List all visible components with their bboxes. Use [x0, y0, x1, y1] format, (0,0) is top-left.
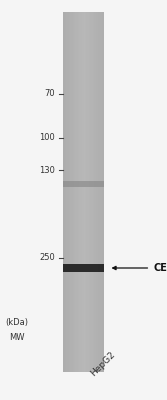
Bar [73, 264, 75, 272]
Text: 70: 70 [44, 90, 55, 98]
Bar [81, 12, 82, 372]
Text: 130: 130 [39, 166, 55, 174]
Bar [74, 12, 75, 372]
Bar [92, 12, 93, 372]
Bar [63, 12, 65, 372]
Bar [100, 264, 102, 272]
Bar [70, 12, 71, 372]
Bar [75, 12, 77, 372]
Bar [67, 264, 69, 272]
Text: HepG2: HepG2 [89, 350, 117, 378]
Bar [96, 264, 98, 272]
Bar [84, 12, 85, 372]
Text: (kDa): (kDa) [5, 318, 28, 326]
Bar [79, 12, 81, 372]
Bar [69, 264, 71, 272]
Bar [98, 264, 100, 272]
Bar [89, 12, 90, 372]
Bar [90, 12, 92, 372]
Bar [102, 264, 104, 272]
Bar [100, 12, 101, 372]
Bar [79, 264, 81, 272]
Text: MW: MW [9, 334, 24, 342]
Bar [77, 12, 78, 372]
Bar [92, 264, 94, 272]
Bar [63, 181, 104, 187]
Bar [88, 264, 90, 272]
Text: 250: 250 [39, 254, 55, 262]
Bar [67, 12, 69, 372]
Text: 100: 100 [39, 134, 55, 142]
Bar [69, 12, 70, 372]
Bar [97, 12, 98, 372]
Bar [65, 12, 66, 372]
Bar [71, 12, 73, 372]
Bar [82, 12, 84, 372]
Bar [81, 264, 84, 272]
Bar [63, 264, 65, 272]
Bar [94, 264, 96, 272]
Bar [71, 264, 73, 272]
Bar [86, 264, 88, 272]
Bar [98, 12, 100, 372]
Bar [78, 12, 79, 372]
Bar [90, 264, 92, 272]
Bar [85, 12, 86, 372]
Bar [86, 12, 88, 372]
Bar [84, 264, 86, 272]
Bar [101, 12, 102, 372]
Bar [66, 12, 67, 372]
Bar [65, 264, 67, 272]
Bar [88, 12, 89, 372]
Bar [93, 12, 94, 372]
Bar [96, 12, 97, 372]
Bar [102, 12, 104, 372]
Bar [75, 264, 77, 272]
Bar [77, 264, 79, 272]
Bar [94, 12, 96, 372]
Text: CEP192: CEP192 [154, 263, 167, 273]
Bar [73, 12, 74, 372]
